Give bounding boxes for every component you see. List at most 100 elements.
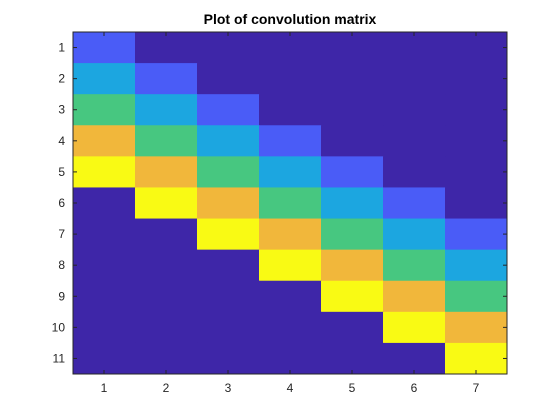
heatmap-cell-r11-c4 <box>259 342 322 375</box>
heatmap-cell-r10-c7 <box>445 311 508 344</box>
heatmap-cell-r1-c6 <box>383 32 446 64</box>
y-tick-label: 11 <box>53 351 66 365</box>
heatmap-cell-r8-c6 <box>383 249 446 282</box>
heatmap-cells <box>73 32 508 375</box>
heatmap-cell-r10-c1 <box>73 311 136 344</box>
heatmap-cell-r3-c3 <box>197 94 260 126</box>
heatmap-cell-r2-c5 <box>321 63 384 95</box>
heatmap-cell-r7-c3 <box>197 218 260 251</box>
heatmap-cell-r3-c5 <box>321 94 384 126</box>
heatmap-cell-r2-c7 <box>445 63 508 95</box>
heatmap-cell-r10-c4 <box>259 311 322 344</box>
heatmap-cell-r3-c2 <box>135 94 198 126</box>
heatmap-cell-r3-c6 <box>383 94 446 126</box>
heatmap-cell-r3-c1 <box>73 94 136 126</box>
heatmap-cell-r7-c5 <box>321 218 384 251</box>
heatmap-cell-r8-c5 <box>321 249 384 282</box>
heatmap-cell-r6-c4 <box>259 187 322 220</box>
heatmap-cell-r7-c2 <box>135 218 198 251</box>
heatmap-cell-r6-c2 <box>135 187 198 220</box>
x-tick-label: 5 <box>349 381 356 395</box>
y-tick-label: 4 <box>58 134 65 148</box>
heatmap-cell-r10-c2 <box>135 311 198 344</box>
heatmap-cell-r5-c6 <box>383 156 446 188</box>
heatmap-cell-r2-c6 <box>383 63 446 95</box>
heatmap-cell-r7-c1 <box>73 218 136 251</box>
y-tick-label: 3 <box>58 103 65 117</box>
heatmap-cell-r4-c7 <box>445 125 508 157</box>
heatmap-cell-r8-c4 <box>259 249 322 282</box>
heatmap-cell-r4-c1 <box>73 125 136 157</box>
heatmap-cell-r8-c1 <box>73 249 136 282</box>
heatmap-cell-r7-c4 <box>259 218 322 251</box>
heatmap-cell-r9-c1 <box>73 280 136 313</box>
heatmap-cell-r6-c7 <box>445 187 508 220</box>
heatmap-cell-r6-c1 <box>73 187 136 220</box>
heatmap-cell-r5-c4 <box>259 156 322 188</box>
y-tick-label: 10 <box>52 320 66 334</box>
heatmap-cell-r1-c5 <box>321 32 384 64</box>
y-tick-label: 9 <box>58 289 65 303</box>
x-tick-label: 1 <box>101 381 108 395</box>
heatmap-cell-r6-c6 <box>383 187 446 220</box>
heatmap-cell-r7-c6 <box>383 218 446 251</box>
heatmap-cell-r11-c2 <box>135 342 198 375</box>
heatmap-cell-r4-c2 <box>135 125 198 157</box>
heatmap-cell-r2-c3 <box>197 63 260 95</box>
chart-title: Plot of convolution matrix <box>204 11 377 27</box>
heatmap-cell-r10-c3 <box>197 311 260 344</box>
x-tick-label: 6 <box>411 381 418 395</box>
heatmap-cell-r5-c3 <box>197 156 260 188</box>
heatmap-cell-r11-c3 <box>197 342 260 375</box>
heatmap-cell-r9-c6 <box>383 280 446 313</box>
heatmap-cell-r10-c6 <box>383 311 446 344</box>
heatmap-cell-r5-c5 <box>321 156 384 188</box>
y-tick-label: 8 <box>58 258 65 272</box>
heatmap-cell-r5-c1 <box>73 156 136 188</box>
heatmap-cell-r4-c4 <box>259 125 322 157</box>
heatmap-cell-r3-c4 <box>259 94 322 126</box>
heatmap-cell-r2-c2 <box>135 63 198 95</box>
y-axis: 1 2 3 4 5 6 7 8 9 10 11 <box>52 41 507 365</box>
heatmap-cell-r9-c7 <box>445 280 508 313</box>
heatmap-cell-r9-c2 <box>135 280 198 313</box>
heatmap-cell-r8-c3 <box>197 249 260 282</box>
heatmap-cell-r1-c4 <box>259 32 322 64</box>
heatmap-cell-r10-c5 <box>321 311 384 344</box>
heatmap-cell-r5-c7 <box>445 156 508 188</box>
heatmap-cell-r7-c7 <box>445 218 508 251</box>
heatmap-cell-r5-c2 <box>135 156 198 188</box>
heatmap-cell-r4-c5 <box>321 125 384 157</box>
heatmap-cell-r9-c4 <box>259 280 322 313</box>
y-tick-label: 6 <box>58 196 65 210</box>
y-tick-label: 2 <box>58 72 65 86</box>
heatmap-cell-r1-c2 <box>135 32 198 64</box>
x-axis: 1 2 3 4 5 6 7 <box>101 32 480 395</box>
heatmap-cell-r2-c1 <box>73 63 136 95</box>
heatmap-cell-r11-c5 <box>321 342 384 375</box>
heatmap-cell-r4-c3 <box>197 125 260 157</box>
x-tick-label: 4 <box>287 381 294 395</box>
heatmap-cell-r2-c4 <box>259 63 322 95</box>
heatmap-cell-r11-c6 <box>383 342 446 375</box>
heatmap-cell-r9-c5 <box>321 280 384 313</box>
heatmap-cell-r4-c6 <box>383 125 446 157</box>
heatmap-cell-r6-c5 <box>321 187 384 220</box>
heatmap-cell-r1-c1 <box>73 32 136 64</box>
heatmap-cell-r1-c3 <box>197 32 260 64</box>
heatmap-cell-r11-c7 <box>445 342 508 375</box>
x-tick-label: 2 <box>163 381 170 395</box>
heatmap-cell-r6-c3 <box>197 187 260 220</box>
heatmap-cell-r3-c7 <box>445 94 508 126</box>
x-tick-label: 7 <box>473 381 480 395</box>
heatmap-cell-r8-c7 <box>445 249 508 282</box>
y-tick-label: 5 <box>58 165 65 179</box>
heatmap-cell-r8-c2 <box>135 249 198 282</box>
heatmap-cell-r1-c7 <box>445 32 508 64</box>
y-tick-label: 1 <box>58 41 65 55</box>
y-tick-label: 7 <box>58 227 65 241</box>
heatmap-cell-r9-c3 <box>197 280 260 313</box>
heatmap-cell-r11-c1 <box>73 342 136 375</box>
x-tick-label: 3 <box>225 381 232 395</box>
